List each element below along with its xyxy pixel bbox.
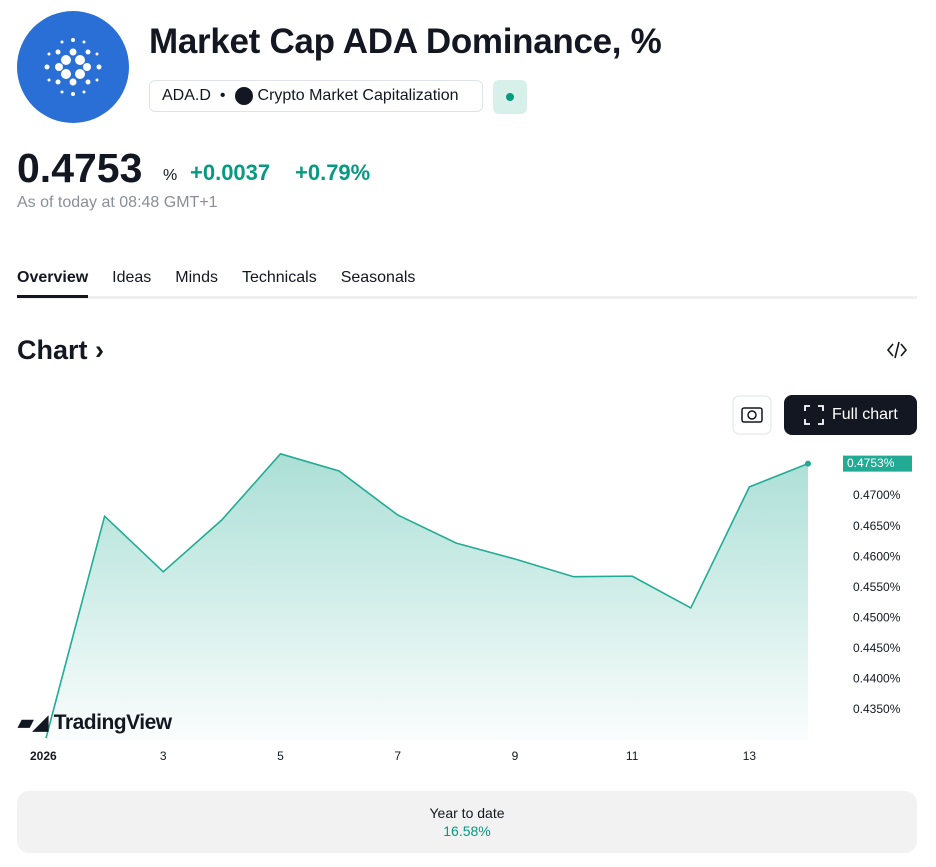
ytd-card: Year to date 16.58%: [17, 791, 917, 853]
y-tick-label: 0.4350%: [853, 702, 901, 716]
market-status[interactable]: [493, 80, 527, 114]
tab[interactable]: Minds: [175, 269, 218, 286]
as-of: As of today at 08:48 GMT+1: [17, 194, 218, 211]
symbol-chip[interactable]: ADA.D • Crypto Market Capitalization: [149, 80, 483, 112]
tab-rule: [17, 296, 917, 299]
status-dot: [506, 93, 514, 101]
x-tick-label: 3: [160, 749, 167, 763]
camera-icon: [741, 407, 763, 423]
tab[interactable]: Seasonals: [340, 269, 416, 286]
embed-icon[interactable]: [886, 341, 908, 359]
tab-bar: Overview Ideas Minds Technicals Seasonals: [17, 269, 415, 287]
ytd-label: Year to date: [429, 805, 505, 821]
snapshot-button[interactable]: [732, 395, 772, 435]
x-tick-label: 2026: [30, 749, 57, 763]
source: Crypto Market Capitalization: [257, 87, 459, 104]
y-tick-label: 0.4700%: [853, 488, 901, 502]
y-tick-label: 0.4400%: [853, 672, 901, 686]
x-tick-label: 7: [394, 749, 401, 763]
watermark: ▰◢ TradingView: [18, 710, 172, 735]
fullscreen-icon: [804, 405, 824, 425]
line: [45, 452, 809, 739]
price-tag: [843, 455, 912, 472]
area: [46, 453, 808, 741]
y-tick-label: 0.4650%: [853, 519, 901, 533]
price-unit: %: [163, 167, 178, 184]
price: 0.4753: [17, 145, 143, 191]
y-tick-label: 0.4550%: [853, 580, 901, 594]
watermark-icon: ▰◢: [18, 712, 48, 734]
y-tick-label: 0.4500%: [853, 610, 901, 624]
full-chart-button[interactable]: [784, 395, 917, 435]
y-tick-label: 0.4600%: [853, 549, 901, 563]
ytd-value: 16.58%: [443, 823, 491, 839]
price-change: +0.0037: [190, 160, 271, 185]
y-tick-label: 0.4450%: [853, 641, 901, 655]
tab-active-underline: [17, 295, 88, 298]
x-tick-label: 11: [626, 749, 639, 763]
watermark-text: TradingView: [53, 710, 172, 734]
section-title[interactable]: Chart ›: [17, 335, 105, 365]
tab[interactable]: Overview: [17, 269, 89, 286]
last-point: [805, 460, 811, 467]
page-title: Market Cap ADA Dominance, %: [149, 22, 662, 61]
separator-dot: •: [219, 87, 226, 104]
tab[interactable]: Ideas: [112, 269, 152, 286]
full-chart-label[interactable]: Full chart: [832, 406, 898, 423]
logo: [17, 11, 129, 123]
source-icon: [234, 87, 253, 105]
symbol: ADA.D: [162, 87, 211, 104]
tab[interactable]: Technicals: [241, 269, 317, 286]
section-title-text[interactable]: Chart: [17, 335, 88, 365]
x-tick-label: 5: [277, 749, 284, 763]
price-tag-label: 0.4753%: [847, 456, 895, 470]
price-change-percent: +0.79%: [295, 160, 371, 185]
chart: Full chart 0.4350% 0.4400% 0.4450% 0.4500% 0…: [17, 11, 917, 763]
x-tick-label: 13: [743, 749, 757, 763]
x-tick-label: 9: [512, 749, 519, 763]
